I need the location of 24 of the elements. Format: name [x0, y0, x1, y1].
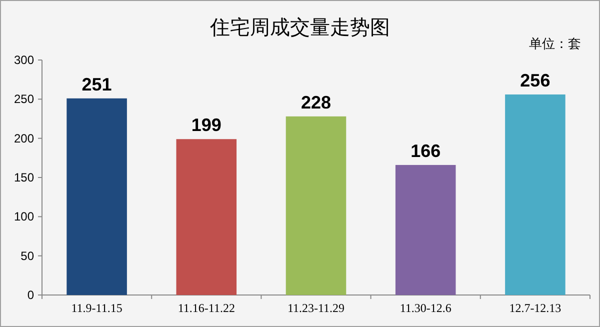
- y-tick-label: 250: [14, 92, 34, 106]
- bar: [505, 94, 566, 295]
- chart-title: 住宅周成交量走势图: [209, 16, 390, 39]
- data-label: 251: [82, 74, 112, 94]
- y-tick-label: 0: [27, 288, 34, 302]
- x-tick-label: 11.23-11.29: [287, 301, 345, 315]
- x-tick-label: 11.9-11.15: [71, 301, 122, 315]
- bar: [395, 164, 456, 295]
- bar: [286, 116, 346, 295]
- x-tick-label: 11.16-11.22: [178, 301, 235, 315]
- data-label: 199: [191, 115, 222, 136]
- text: 单位：套: [529, 36, 581, 51]
- x-tick-label: 12.7-12.13: [509, 301, 562, 315]
- data-label: 166: [410, 140, 441, 161]
- x-tick-label: 11.30-12.6: [400, 301, 452, 315]
- y-tick-label: 200: [14, 131, 34, 146]
- data-label: 256: [520, 70, 550, 90]
- y-tick-label: 100: [14, 210, 34, 224]
- y-tick-label: 150: [14, 170, 34, 184]
- y-tick-label: 50: [20, 248, 34, 263]
- y-tick-label: 300: [14, 53, 34, 67]
- bar: [176, 139, 237, 295]
- bar: [66, 98, 127, 295]
- data-label: 228: [300, 92, 332, 112]
